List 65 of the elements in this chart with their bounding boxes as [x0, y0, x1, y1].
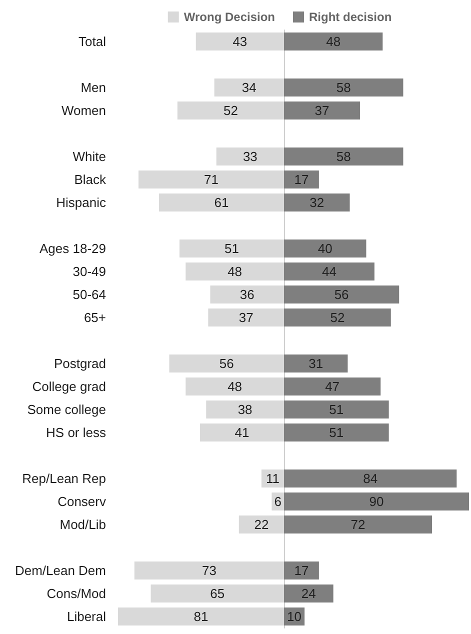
data-label: 41: [234, 425, 250, 440]
data-label: 48: [228, 264, 242, 279]
data-label: 90: [370, 494, 384, 509]
bar: [238, 516, 284, 534]
y-tick-label: 65+: [84, 310, 106, 325]
data-label: 17: [294, 563, 309, 578]
data-label: 61: [214, 195, 229, 210]
bar: [284, 562, 320, 580]
data-label: 51: [329, 402, 344, 417]
data-label: 52: [223, 103, 238, 118]
y-tick-label: Mod/Lib: [60, 517, 106, 532]
y-tick-label: Black: [74, 172, 106, 187]
data-label: 51: [224, 241, 239, 256]
data-label: 17: [294, 172, 309, 187]
data-label: 37: [238, 310, 254, 325]
y-tick-label: Women: [61, 103, 106, 118]
y-tick-label: 50-64: [72, 287, 106, 302]
data-label: 56: [334, 287, 350, 302]
y-tick-label: Postgrad: [54, 356, 106, 371]
legend-label: Right decision: [309, 10, 392, 24]
data-label: 47: [325, 379, 340, 394]
data-label: 36: [240, 287, 254, 302]
data-label: 40: [318, 241, 333, 256]
y-tick-label: Hispanic: [56, 195, 106, 210]
data-label: 31: [308, 356, 324, 371]
data-label: 43: [232, 34, 248, 49]
data-label: 72: [351, 517, 366, 532]
y-tick-label: Conserv: [58, 494, 106, 509]
legend-label: Wrong Decision: [184, 10, 276, 24]
y-tick-label: College grad: [32, 379, 106, 394]
y-tick-label: Cons/Mod: [46, 586, 106, 601]
y-tick-label: Dem/Lean Dem: [14, 563, 106, 578]
y-tick-label: Total: [78, 34, 106, 49]
data-label: 38: [238, 402, 252, 417]
y-tick-label: White: [72, 149, 106, 164]
y-tick-label: Ages 18-29: [40, 241, 106, 256]
y-tick-label: Some college: [27, 402, 106, 417]
data-label: 32: [310, 195, 324, 210]
data-label: 24: [302, 586, 316, 601]
y-tick-label: Liberal: [66, 609, 106, 624]
data-label: 58: [336, 149, 352, 164]
bar: [284, 170, 320, 188]
y-tick-label: Men: [80, 80, 106, 95]
data-label: 10: [287, 609, 302, 624]
y-tick-label: HS or less: [46, 425, 106, 440]
data-label: 81: [194, 609, 208, 624]
data-label: 44: [322, 264, 337, 279]
data-label: 37: [315, 103, 330, 118]
y-tick-label: Rep/Lean Rep: [22, 471, 106, 486]
data-label: 22: [254, 517, 269, 532]
data-label: 58: [336, 80, 352, 95]
data-label: 73: [202, 563, 216, 578]
y-tick-label: 30-49: [72, 264, 106, 279]
data-label: 34: [242, 80, 256, 95]
data-label: 84: [363, 471, 378, 486]
data-label: 71: [204, 172, 218, 187]
data-label: 48: [326, 34, 341, 49]
data-label: 6: [274, 494, 282, 509]
data-label: 48: [228, 379, 242, 394]
data-label: 11: [266, 471, 280, 486]
data-label: 51: [329, 425, 344, 440]
data-label: 52: [330, 310, 345, 325]
data-label: 33: [242, 149, 258, 164]
data-label: 56: [219, 356, 234, 371]
data-label: 65: [210, 586, 225, 601]
